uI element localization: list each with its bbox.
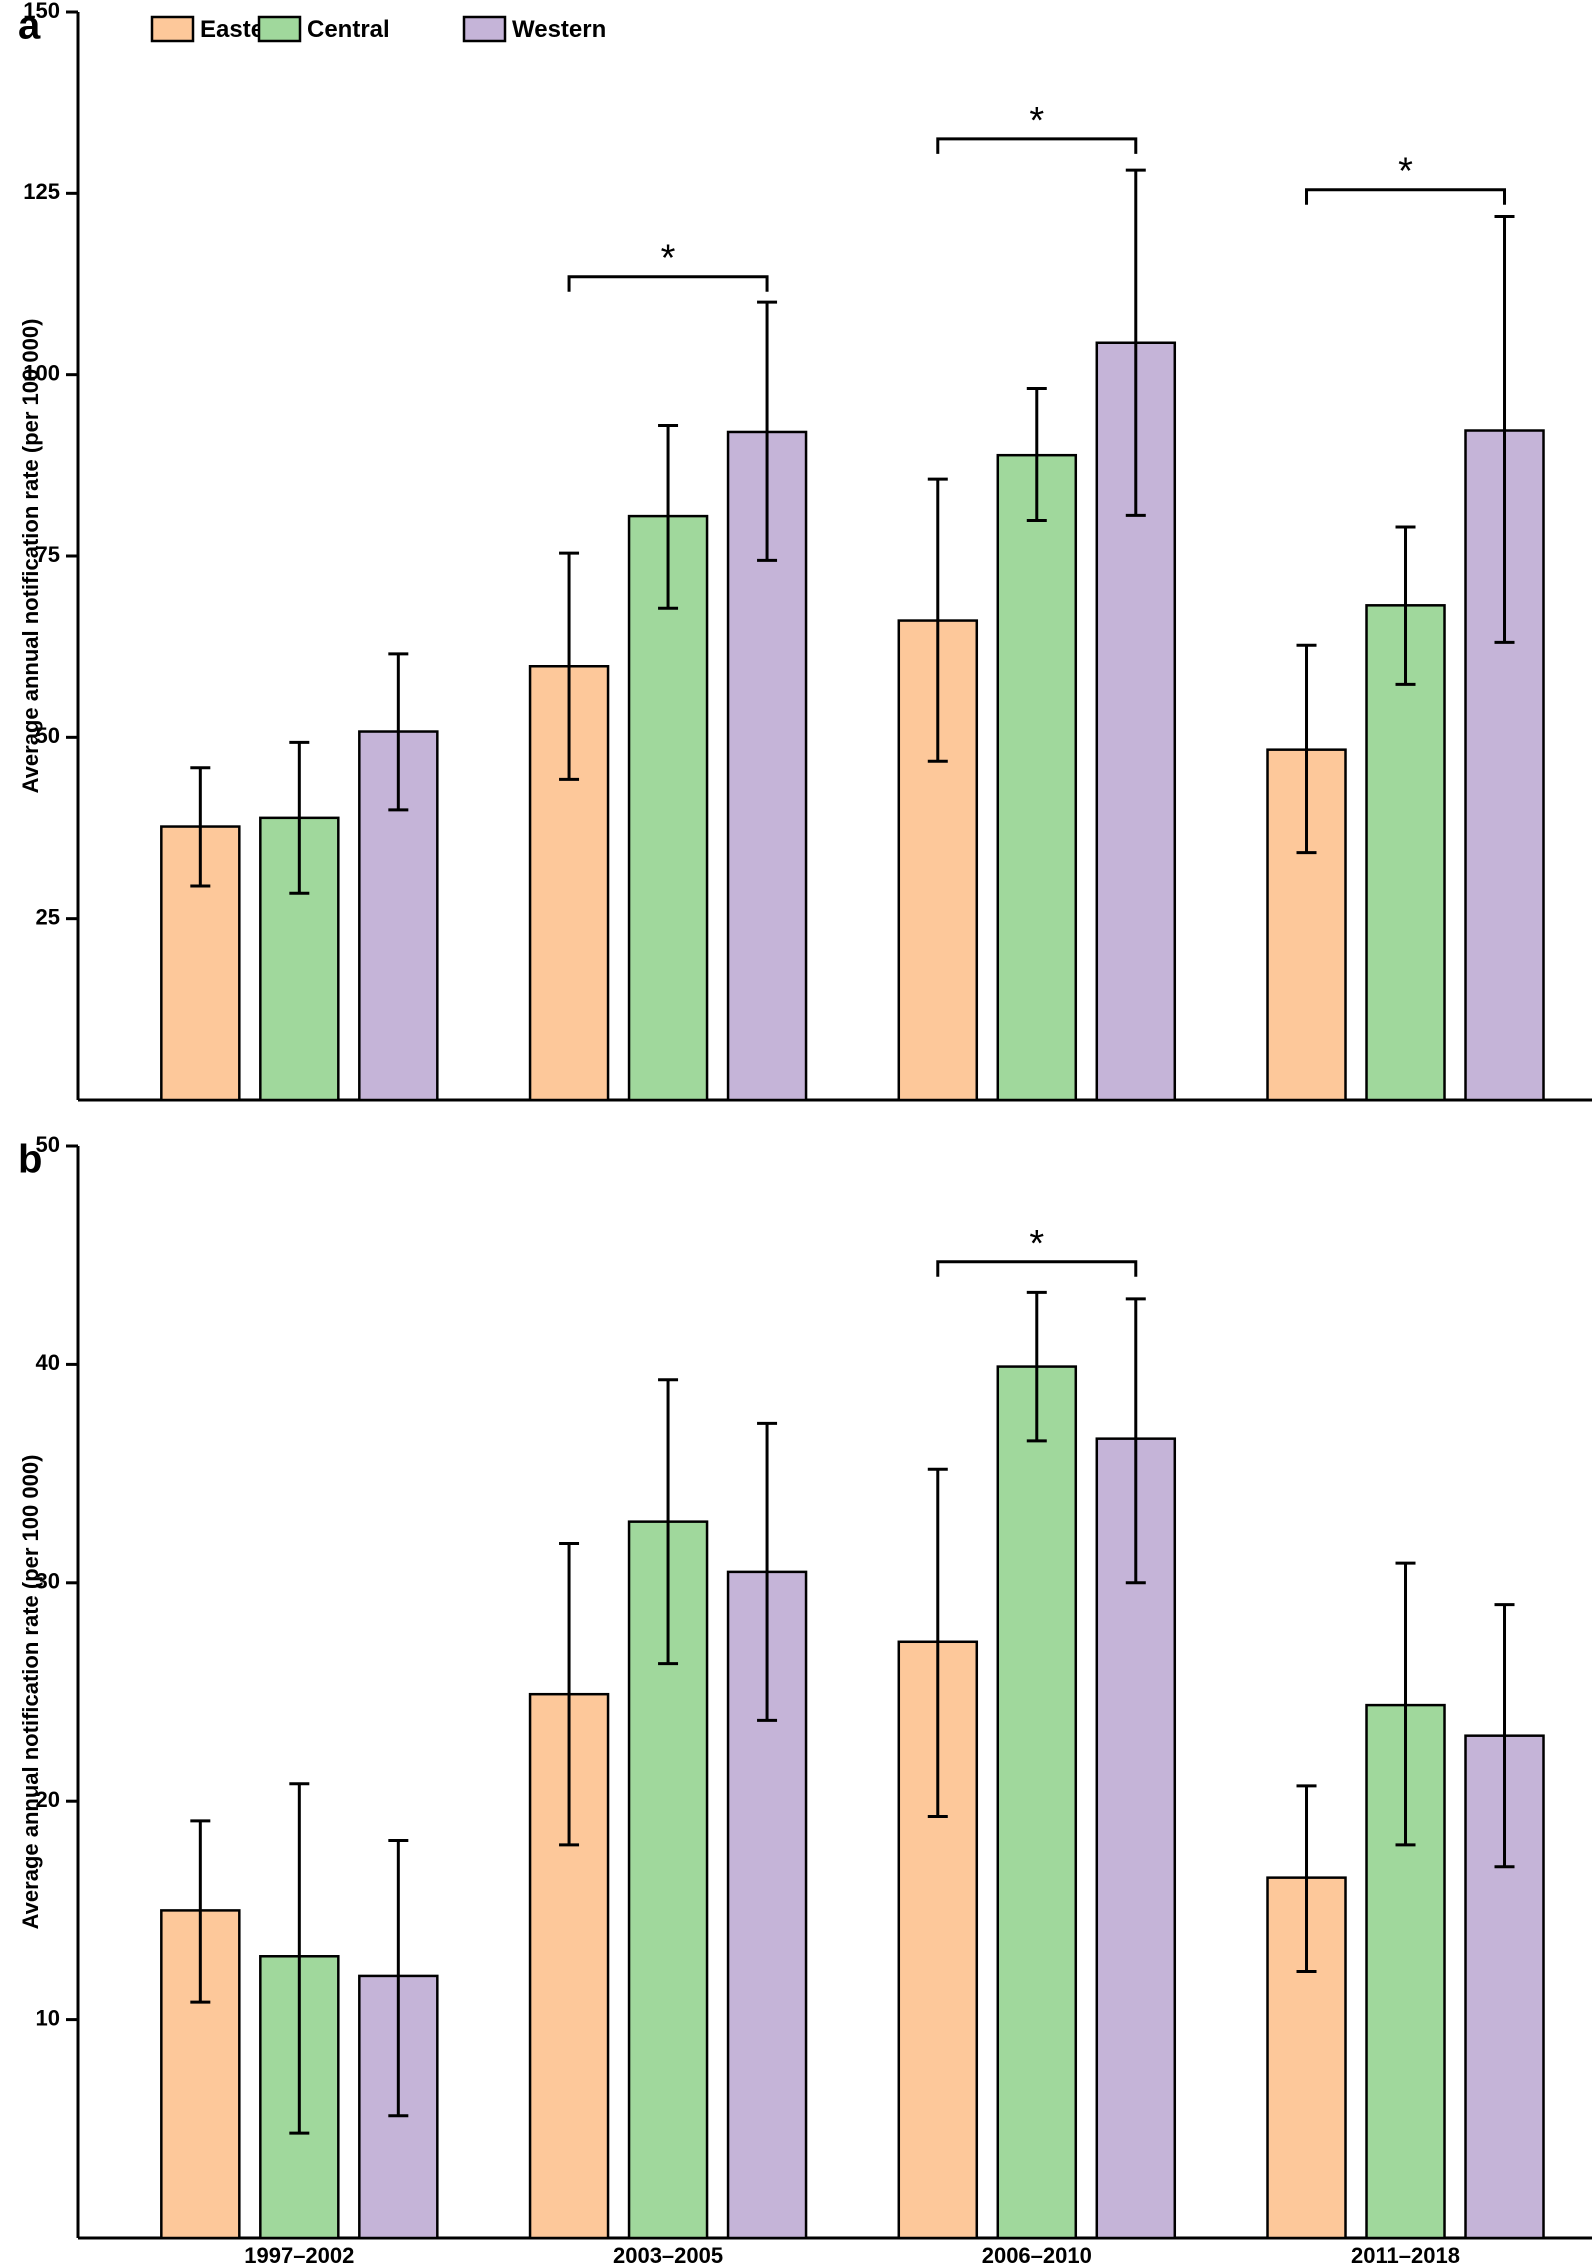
x-category-label: 2003–2005	[613, 2243, 723, 2268]
bar-central-2	[996, 453, 1078, 1102]
x-category-label: 1997–2002	[244, 2243, 354, 2268]
y-axis-label: Average annual notification rate (per 10…	[18, 319, 43, 794]
significance-bracket	[936, 137, 1138, 154]
significance-star: *	[1398, 151, 1413, 193]
y-tick-label: 10	[36, 2005, 60, 2030]
significance-bracket	[567, 275, 769, 292]
x-category-label: 2006–2010	[982, 2243, 1092, 2268]
y-tick-label: 100	[23, 360, 60, 385]
y-tick-label: 25	[36, 904, 60, 929]
legend-swatch-western	[462, 15, 507, 43]
y-tick-label: 50	[36, 1132, 60, 1157]
panel-b-chart: b Average annual notification rate (per 1…	[18, 1132, 1592, 2268]
significance-bracket	[936, 1260, 1138, 1277]
significance-star: *	[661, 238, 676, 280]
y-tick-label: 40	[36, 1350, 60, 1375]
legend-label-western: Western	[512, 16, 606, 43]
y-tick-label: 150	[23, 0, 60, 23]
y-tick-label: 20	[36, 1787, 60, 1812]
chart-legend: Eastern Central Western	[150, 15, 606, 43]
legend-label-central: Central	[307, 16, 390, 43]
y-axis-label: Average annual notification rate (per 10…	[18, 1455, 43, 1930]
significance-bracket	[1305, 188, 1507, 205]
panel-label: b	[18, 1138, 42, 1182]
legend-swatch-central	[257, 15, 302, 43]
y-tick-label: 30	[36, 1569, 60, 1594]
panel-label: a	[18, 4, 41, 48]
y-tick-label: 75	[36, 542, 60, 567]
significance-star: *	[1029, 1223, 1044, 1265]
legend-swatch-eastern	[150, 15, 195, 43]
significance-star: *	[1029, 100, 1044, 142]
bar-central-3	[1365, 604, 1446, 1102]
bar-central-2	[996, 1365, 1078, 2240]
x-category-label: 2011–2018	[1351, 2243, 1460, 2268]
y-tick-label: 50	[36, 723, 60, 748]
panel-a-chart: a Average annual notification rate (per 1…	[18, 0, 1592, 1102]
y-tick-label: 125	[23, 179, 60, 204]
